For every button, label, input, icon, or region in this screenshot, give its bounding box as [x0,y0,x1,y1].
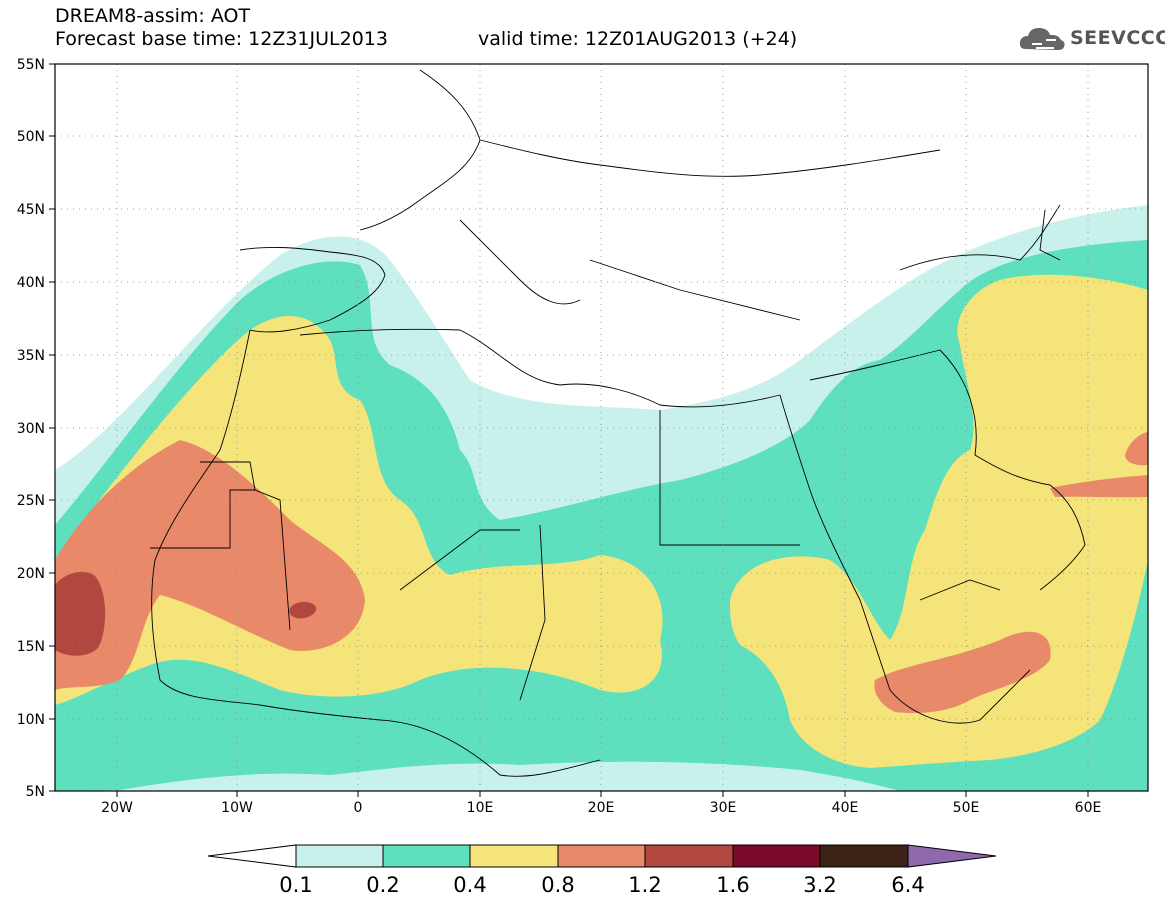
lat-label: 35N [17,348,45,364]
lat-label: 5N [26,784,45,800]
contour-1.2 [55,571,106,656]
lat-label: 40N [17,275,45,291]
lat-label: 20N [17,566,45,582]
colorbar-label: 1.6 [716,873,749,897]
coastlines [150,69,1086,777]
lon-label: 10W [221,800,253,816]
colorbar-label: 1.2 [628,873,661,897]
lon-label: 10E [467,800,494,816]
contour-0.8-east [874,631,1051,714]
colorbar-label: 0.2 [366,873,399,897]
colorbar-label: 0.8 [541,873,574,897]
lon-label: 0 [354,800,363,816]
lat-label: 45N [17,202,45,218]
aot-field [55,64,1148,791]
contour-1.2-small [289,601,317,619]
colorbar: 0.1 0.2 0.4 0.8 1.2 1.6 3.2 6.4 [207,844,997,897]
lat-label: 50N [17,129,45,145]
colorbar-under-triangle [207,844,297,868]
lat-label: 10N [17,712,45,728]
map-title: DREAM8-assim: AOT [55,5,251,27]
lon-label: 20W [101,800,133,816]
colorbar-segment [469,844,559,868]
lon-label: 30E [710,800,737,816]
colorbar-segment [382,844,471,868]
colorbar-label: 0.1 [279,873,312,897]
colorbar-label: 6.4 [891,873,924,897]
valid-time: valid time: 12Z01AUG2013 (+24) [478,28,798,50]
colorbar-segment [732,844,821,868]
colorbar-segment [295,844,384,868]
lat-label: 55N [17,57,45,73]
seevccc-logo: SEEVCCC [1018,22,1165,56]
lon-label: 20E [588,800,615,816]
lon-label: 50E [953,800,980,816]
lat-label: 15N [17,639,45,655]
colorbar-segment [819,844,909,868]
lon-label: 60E [1075,800,1102,816]
contour-0.8-gulf [1050,475,1148,498]
lon-label: 40E [832,800,859,816]
axis-ticks [49,63,1089,797]
colorbar-segment [644,844,734,868]
cloud-icon [1019,28,1065,50]
latitude-labels: 55N 50N 45N 40N 35N 30N 25N 20N 15N 10N … [17,57,45,800]
forecast-base-time: Forecast base time: 12Z31JUL2013 [55,28,388,50]
colorbar-label: 3.2 [803,873,836,897]
colorbar-label: 0.4 [453,873,486,897]
longitude-labels: 20W 10W 0 10E 20E 30E 40E 50E 60E [101,800,1101,816]
contour-0.8-west [55,440,365,690]
gridlines [55,64,1148,791]
lat-label: 25N [17,493,45,509]
colorbar-over-triangle [907,844,997,868]
logo-text: SEEVCCC [1070,27,1165,49]
lat-label: 30N [17,421,45,437]
colorbar-segment [557,844,646,868]
contour-0.8-iran [1125,432,1148,466]
